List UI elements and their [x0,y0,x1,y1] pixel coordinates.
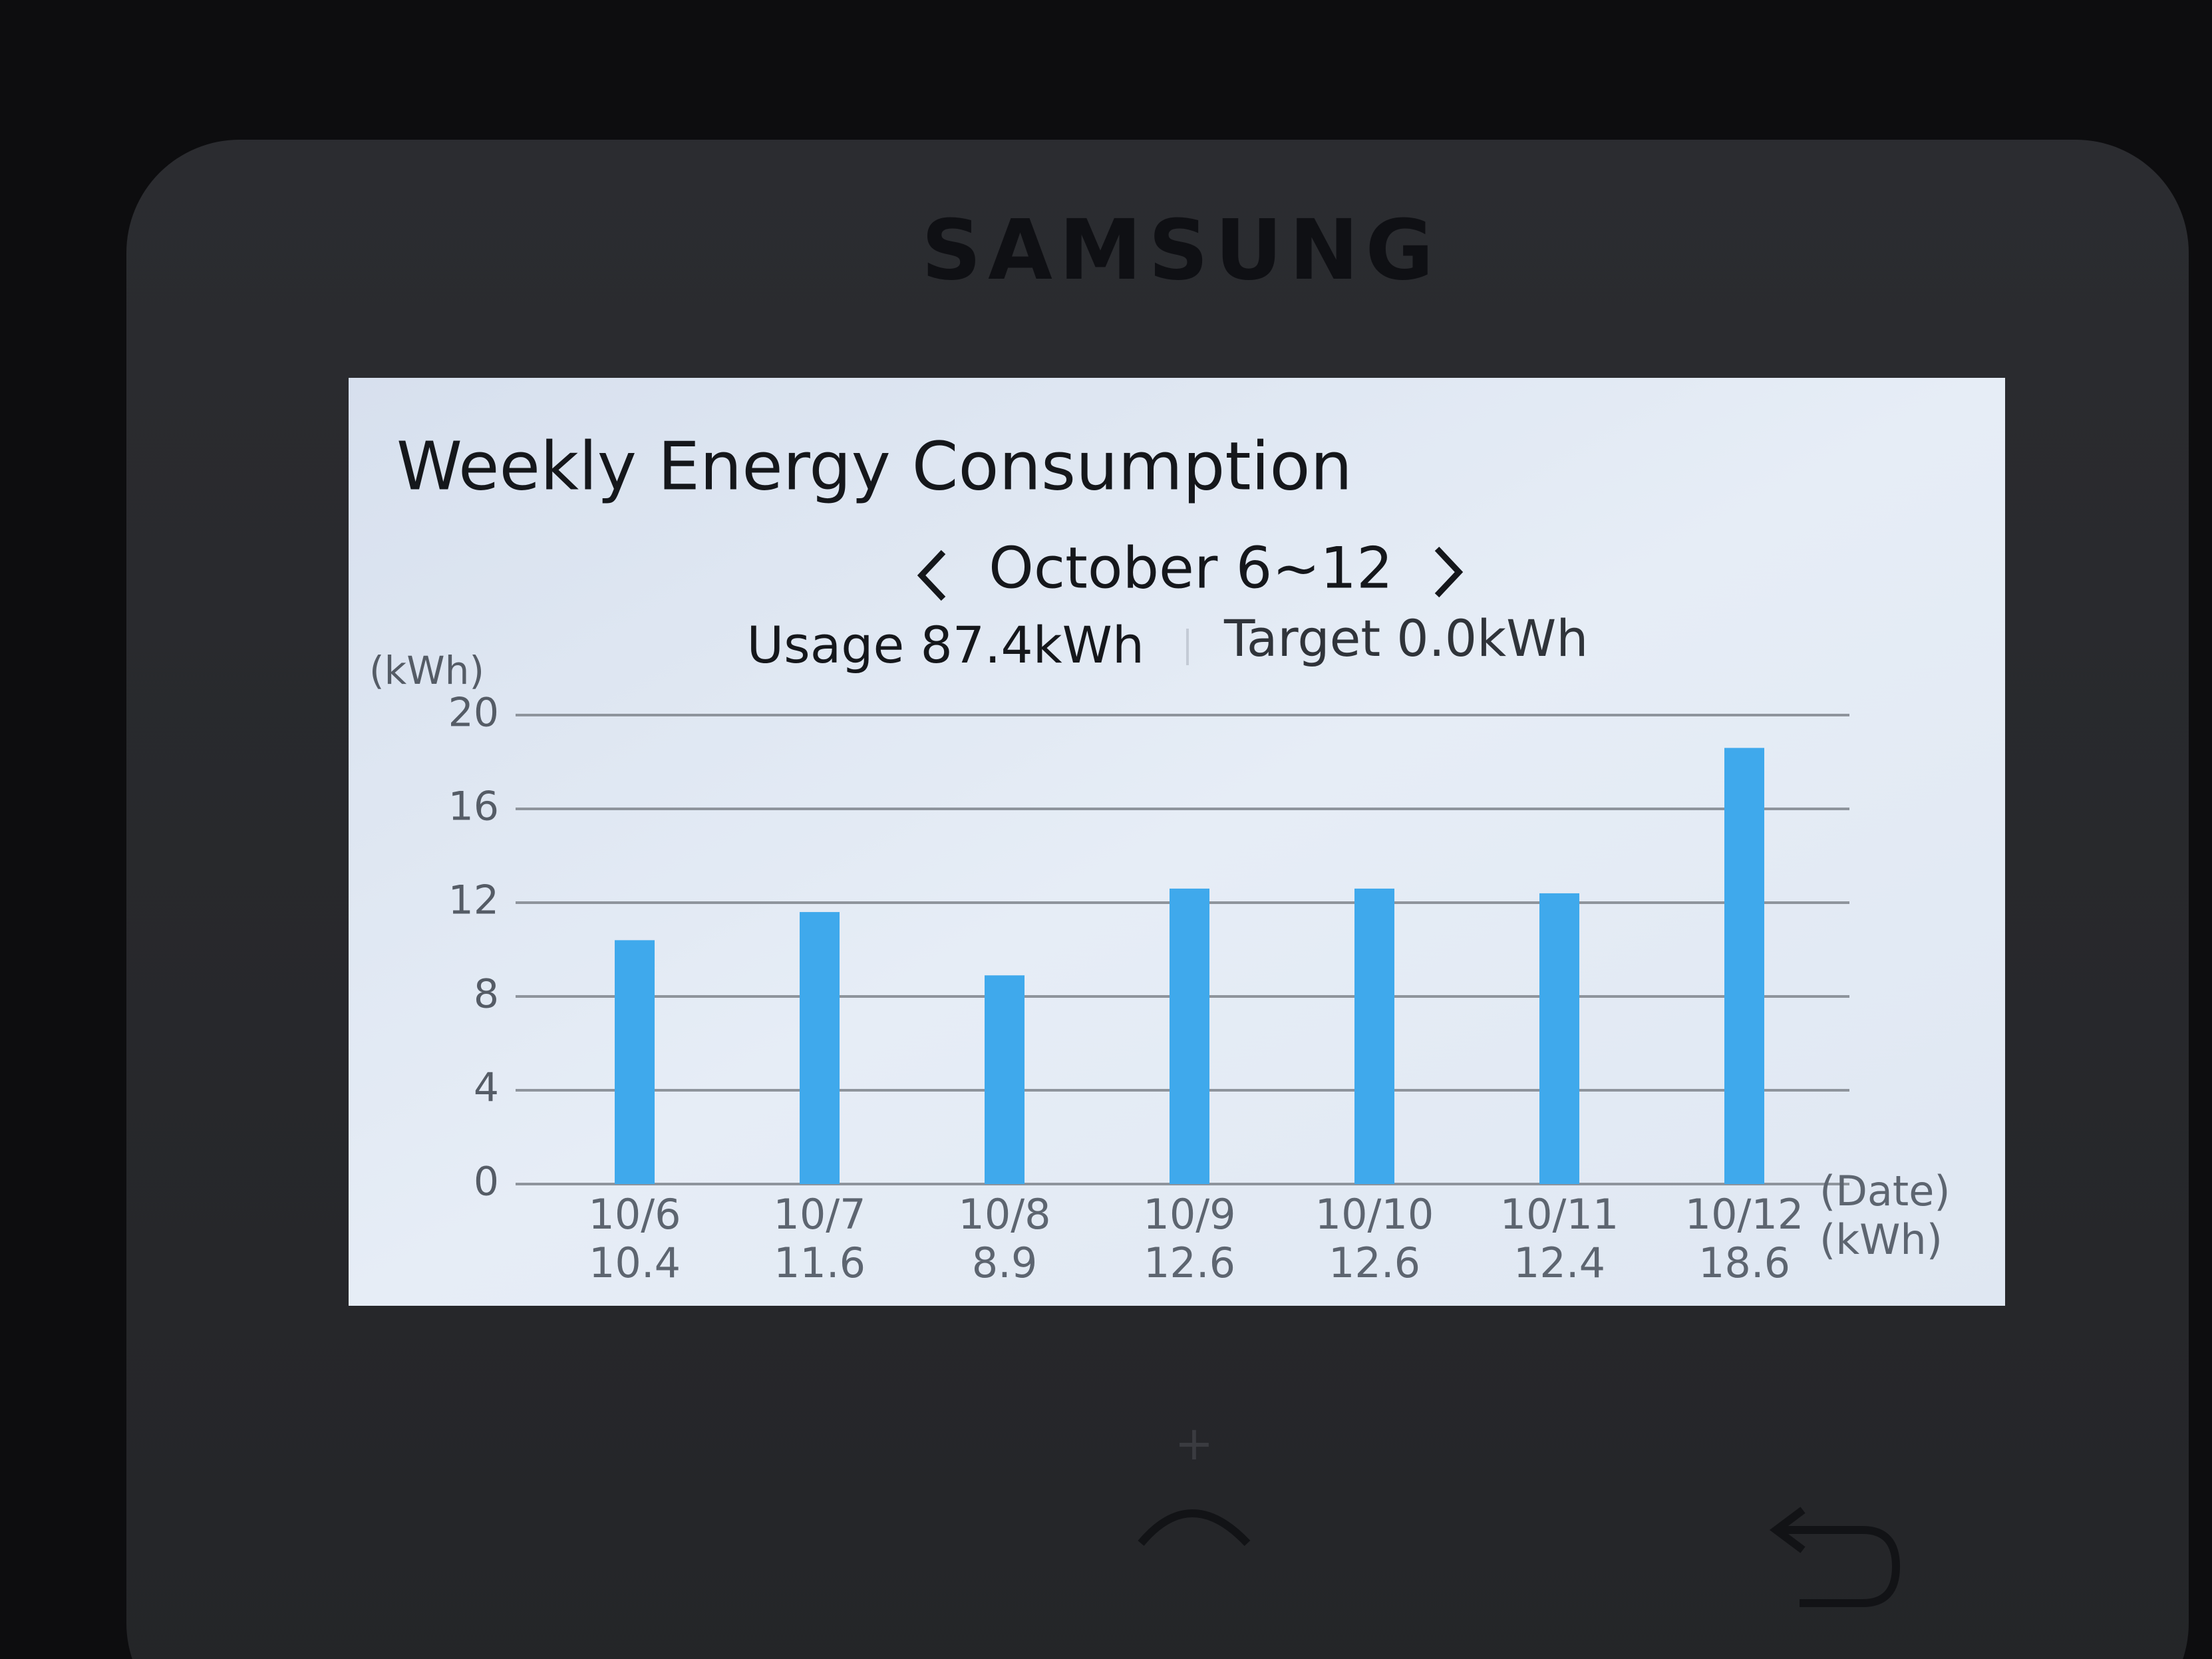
y-tick-label: 0 [474,1159,499,1205]
chart-title: Weekly Energy Consumption [396,427,1352,505]
value-row-label: (kWh) [1819,1215,1943,1264]
next-week-button[interactable] [1434,546,1464,598]
prev-week-button[interactable] [917,549,946,601]
bar [1354,888,1394,1184]
bar [1170,888,1209,1184]
x-tick-label: 10/6 [588,1190,681,1239]
y-tick-label: 12 [448,877,499,924]
value-label: 18.6 [1698,1239,1790,1287]
bar [1724,748,1764,1184]
value-label: 12.6 [1329,1239,1420,1287]
x-tick-label: 10/8 [958,1190,1050,1239]
y-tick-label: 16 [448,784,499,830]
up-button[interactable] [1138,1509,1251,1547]
bar [985,975,1025,1184]
bar [1539,893,1579,1184]
target-summary: Target 0.0kWh [1223,609,1588,668]
x-axis-label: (Date) [1819,1167,1951,1215]
value-label: 10.4 [589,1239,681,1287]
plot: 04812162010/610.410/711.610/88.910/912.6… [448,690,1951,1288]
x-tick-label: 10/7 [773,1190,866,1239]
bar [800,912,840,1184]
back-button[interactable] [1770,1507,1901,1607]
value-label: 12.6 [1144,1239,1235,1287]
x-tick-label: 10/11 [1500,1190,1619,1239]
x-tick-label: 10/10 [1315,1190,1434,1239]
chart-subtitle: October 6~12 [989,535,1393,601]
y-tick-label: 4 [474,1065,499,1112]
y-tick-label: 8 [474,971,499,1018]
brand-logo: SAMSUNG [921,202,1440,299]
usage-summary: Usage 87.4kWh [747,615,1145,675]
x-tick-label: 10/9 [1143,1190,1235,1239]
value-label: 8.9 [972,1239,1038,1287]
bar [615,940,655,1184]
value-label: 12.4 [1513,1239,1605,1287]
x-tick-label: 10/12 [1685,1190,1804,1239]
value-label: 11.6 [774,1239,866,1287]
y-tick-label: 20 [448,690,499,736]
y-axis-label: (kWh) [369,648,484,693]
plus-label: + [1175,1416,1214,1471]
